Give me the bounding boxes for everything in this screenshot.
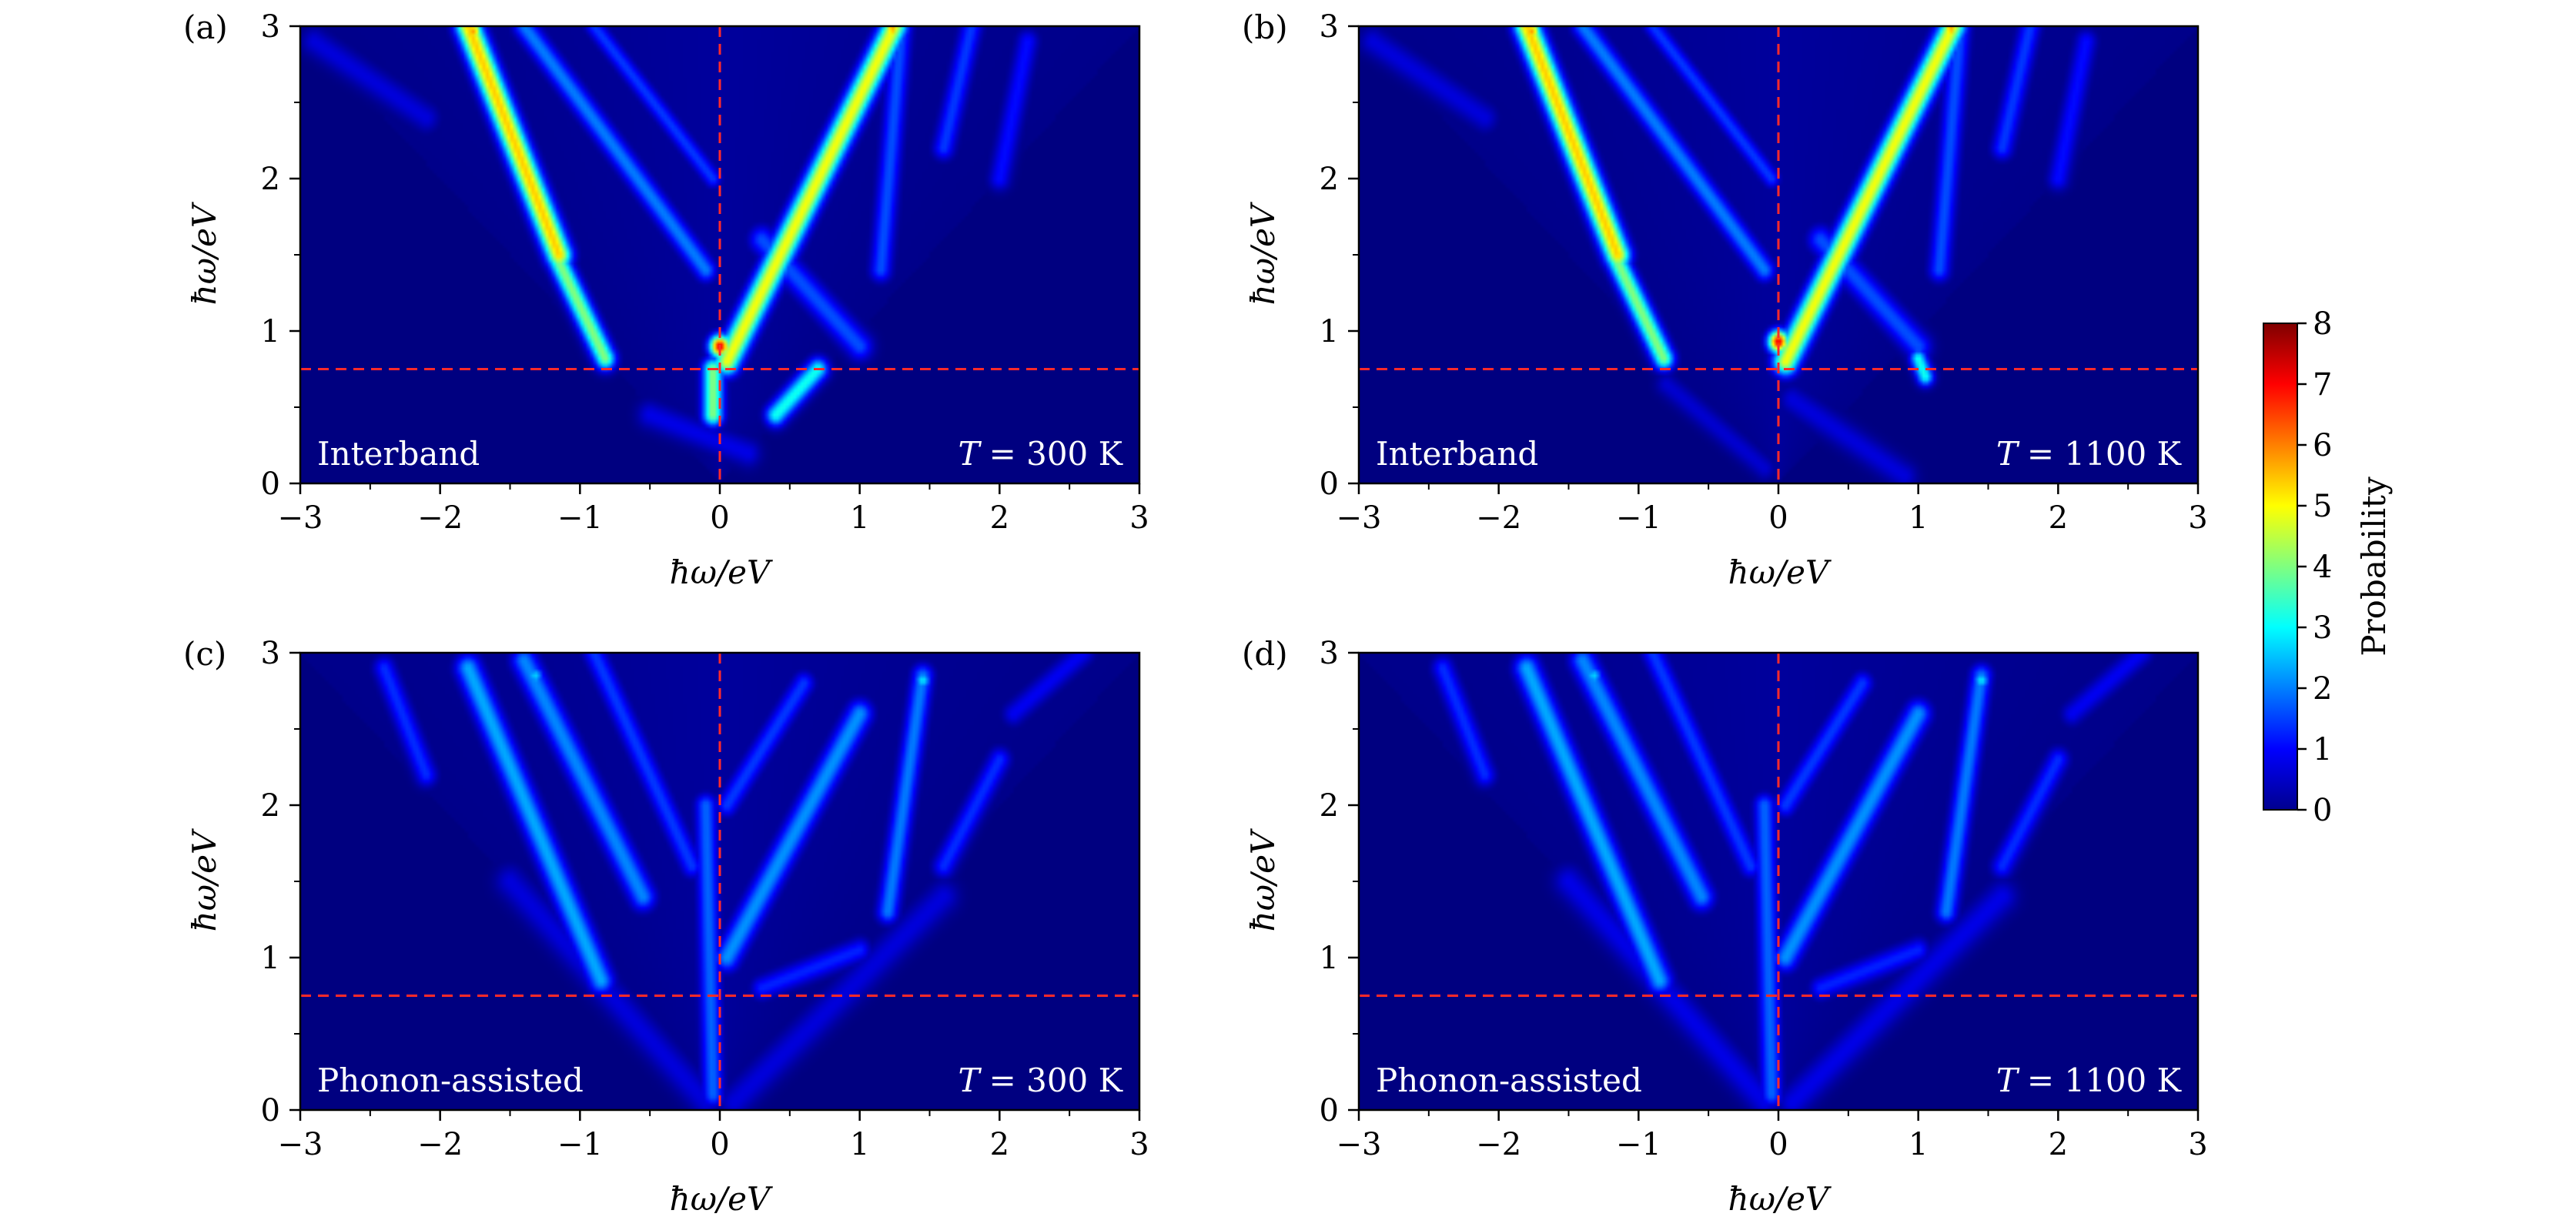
colorbar-tick-label: 6 [2313, 428, 2332, 463]
temperature-symbol: T [1996, 1062, 2020, 1099]
colorbar-label: Probability [2355, 476, 2393, 657]
x-tick-label: 3 [1129, 500, 1149, 536]
temperature-symbol: T [1996, 435, 2020, 473]
panel-label: (c) [183, 635, 226, 673]
y-tick-label: 1 [1320, 941, 1339, 976]
panel-b: −3 −2 −1 0 1 2 3 0 1 2 3 (b) ħω/eV ħω/eV Interband T = 1… [1242, 8, 2208, 591]
x-tick-label: 3 [1129, 1127, 1149, 1162]
y-tick-label: 1 [1320, 314, 1339, 349]
y-tick-label: 1 [261, 314, 280, 349]
temperature-value: = 300 K [989, 435, 1124, 473]
x-tick-label: −1 [1616, 1127, 1661, 1162]
x-tick-label: −1 [557, 500, 603, 536]
x-tick-label: −2 [1476, 500, 1521, 536]
temperature-symbol: T [958, 1062, 982, 1099]
y-tick-label: 2 [1320, 162, 1339, 197]
temperature-symbol: T [958, 435, 982, 473]
x-tick-label: −3 [1337, 500, 1382, 536]
x-tick-label: −2 [1476, 1127, 1521, 1162]
x-tick-label: 0 [1768, 1127, 1788, 1162]
panel-label: (b) [1242, 8, 1288, 46]
y-tick-label: 2 [261, 788, 280, 824]
temperature-value: = 300 K [989, 1062, 1124, 1099]
x-tick-label: −3 [1337, 1127, 1382, 1162]
y-tick-label: 0 [1320, 1093, 1339, 1128]
y-tick-label: 1 [261, 941, 280, 976]
colorbar-tick-label: 3 [2313, 610, 2332, 646]
x-axis-label: ħω/eV [1728, 1180, 1832, 1218]
heatmap-b [1359, 26, 2198, 483]
heatmap-a [300, 26, 1139, 483]
x-tick-label: 0 [710, 500, 729, 536]
temperature-value: = 1100 K [2027, 435, 2183, 473]
panel-label: (a) [183, 8, 228, 46]
process-label: Phonon-assisted [317, 1062, 584, 1099]
heatmap-c [300, 653, 1139, 1110]
temperature-label: T = 1100 K [1996, 1062, 2183, 1099]
x-tick-label: −1 [557, 1127, 603, 1162]
x-tick-label: 3 [2188, 500, 2207, 536]
x-axis-label: ħω/eV [1728, 553, 1832, 591]
x-tick-label: 2 [2049, 1127, 2068, 1162]
colorbar-tick-label: 5 [2313, 489, 2332, 524]
y-tick-label: 3 [1320, 636, 1339, 671]
temperature-label: T = 300 K [958, 435, 1124, 473]
x-tick-label: 1 [1909, 500, 1928, 536]
heatmap-d [1359, 653, 2198, 1110]
x-tick-label: −2 [417, 500, 463, 536]
y-tick-label: 2 [261, 162, 280, 197]
x-tick-label: 1 [850, 500, 869, 536]
x-tick-label: 2 [990, 500, 1009, 536]
process-label: Phonon-assisted [1376, 1062, 1642, 1099]
y-tick-label: 0 [261, 1093, 280, 1128]
y-tick-label: 3 [261, 9, 280, 45]
colorbar-tick-label: 0 [2313, 793, 2332, 828]
panel-c: −3 −2 −1 0 1 2 3 0 1 2 3 (c) ħω/eV ħω/eV Phonon-assist… [183, 635, 1149, 1218]
colorbar-gradient [2263, 323, 2298, 811]
x-axis-label: ħω/eV [670, 1180, 773, 1218]
x-axis-label: ħω/eV [670, 553, 773, 591]
y-axis-label: ħω/eV [186, 202, 223, 305]
temperature-value: = 1100 K [2027, 1062, 2183, 1099]
colorbar-tick-label: 8 [2313, 306, 2332, 342]
colorbar-tick-label: 1 [2313, 732, 2332, 767]
x-tick-label: 2 [990, 1127, 1009, 1162]
x-tick-label: 1 [850, 1127, 869, 1162]
panel-a: −3 −2 −1 0 1 2 3 0 1 2 3 (a) ħω/eV ħω/eV Interband T = 3… [183, 8, 1149, 591]
x-tick-label: −1 [1616, 500, 1661, 536]
x-tick-label: 0 [710, 1127, 729, 1162]
y-axis-label: ħω/eV [1244, 828, 1282, 931]
process-label: Interband [317, 435, 480, 473]
process-label: Interband [1376, 435, 1538, 473]
y-tick-label: 0 [261, 466, 280, 502]
x-tick-label: 3 [2188, 1127, 2207, 1162]
y-tick-label: 0 [1320, 466, 1339, 502]
colorbar: Probability 0 1 2 3 4 5 6 7 8 [2263, 306, 2393, 828]
y-tick-label: 3 [1320, 9, 1339, 45]
y-tick-label: 3 [261, 636, 280, 671]
colorbar-tick-label: 4 [2313, 550, 2332, 585]
x-tick-label: 2 [2049, 500, 2068, 536]
x-tick-label: −3 [278, 500, 323, 536]
temperature-label: T = 300 K [958, 1062, 1124, 1099]
x-tick-label: −3 [278, 1127, 323, 1162]
temperature-label: T = 1100 K [1996, 435, 2183, 473]
panel-label: (d) [1242, 635, 1288, 673]
x-tick-label: 0 [1768, 500, 1788, 536]
x-tick-label: −2 [417, 1127, 463, 1162]
x-tick-label: 1 [1909, 1127, 1928, 1162]
y-tick-label: 2 [1320, 788, 1339, 824]
colorbar-tick-label: 2 [2313, 671, 2332, 707]
y-axis-label: ħω/eV [186, 828, 223, 931]
y-axis-label: ħω/eV [1244, 202, 1282, 305]
colorbar-tick-label: 7 [2313, 367, 2332, 403]
panel-d: −3 −2 −1 0 1 2 3 0 1 2 3 (d) ħω/eV ħω/eV Phonon-assist… [1242, 635, 2208, 1218]
